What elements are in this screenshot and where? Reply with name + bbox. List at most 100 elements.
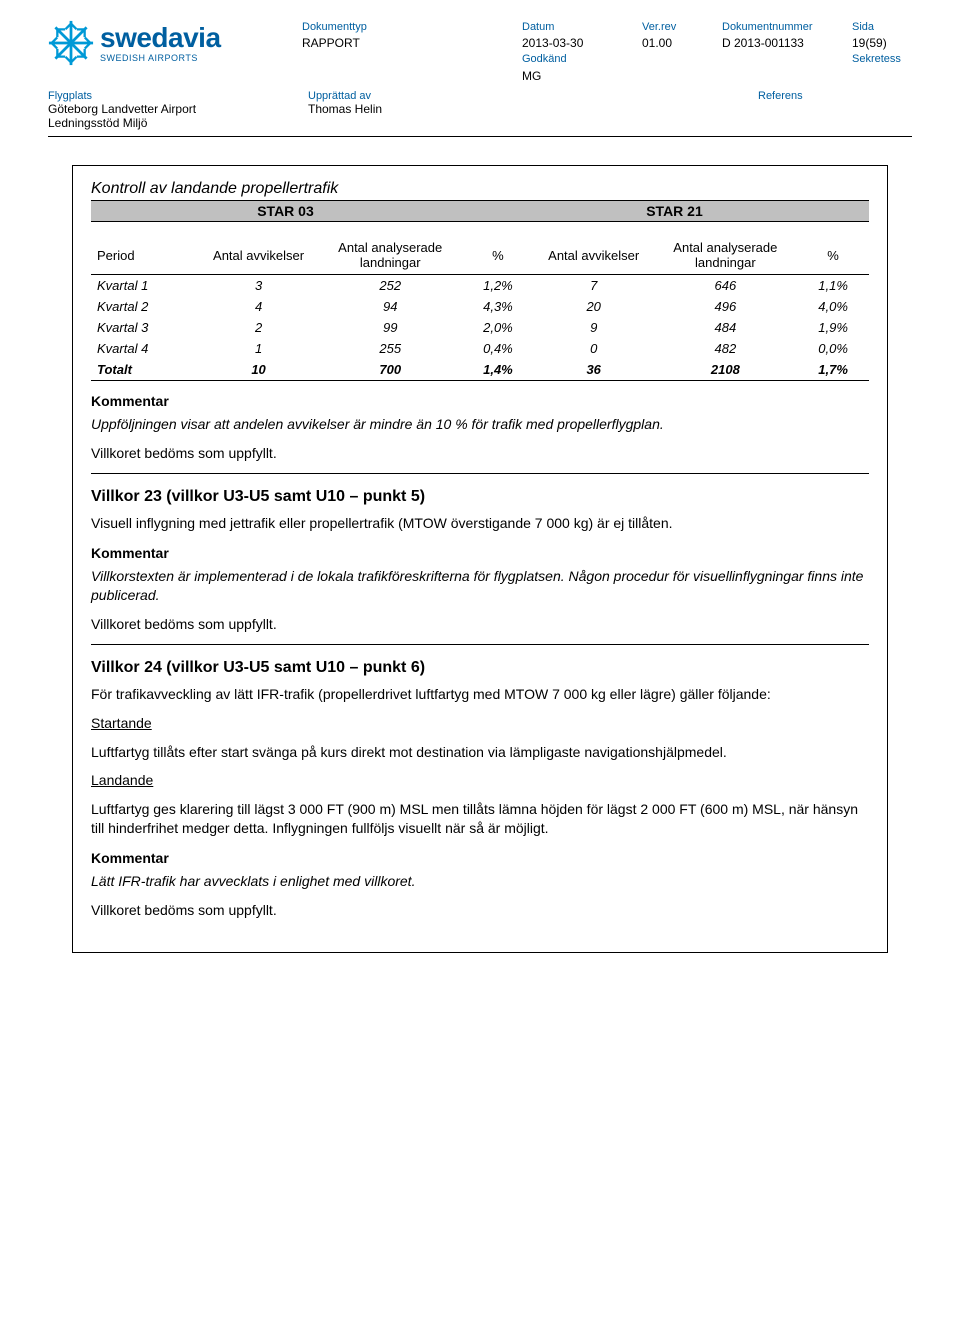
- kommentar-heading-2: Kommentar: [91, 545, 869, 561]
- document-header: swedavia SWEDISH AIRPORTS Dokumenttyp RA…: [48, 20, 912, 84]
- cell: 2: [199, 317, 319, 338]
- star21-label: STAR 21: [480, 201, 869, 221]
- brand-subtitle: SWEDISH AIRPORTS: [100, 54, 221, 63]
- row-label: Kvartal 2: [91, 296, 199, 317]
- upprattad-label: Upprättad av: [308, 90, 758, 102]
- page: swedavia SWEDISH AIRPORTS Dokumenttyp RA…: [0, 0, 960, 993]
- cell: 646: [654, 275, 798, 296]
- cell: 20: [534, 296, 654, 317]
- cell: 1: [199, 338, 319, 359]
- sekretess-label: Sekretess: [852, 52, 904, 67]
- table-header-row: Period Antal avvikelser Antal analyserad…: [91, 236, 869, 275]
- villkor24-intro: För trafikavveckling av lätt IFR-trafik …: [91, 685, 869, 704]
- hdr-landningar-1: Antal analyserade landningar: [318, 236, 462, 275]
- doctype-label: Dokumenttyp: [302, 20, 514, 35]
- cell: 3: [199, 275, 319, 296]
- row-label: Kvartal 4: [91, 338, 199, 359]
- cell: 94: [318, 296, 462, 317]
- cell: 2,0%: [462, 317, 534, 338]
- kommentar-heading-3: Kommentar: [91, 850, 869, 866]
- doctype-value: RAPPORT: [302, 35, 514, 52]
- villkor-uppfyllt-1: Villkoret bedöms som uppfyllt.: [91, 444, 869, 463]
- cell: 482: [654, 338, 798, 359]
- hdr-avvikelser-2: Antal avvikelser: [534, 236, 654, 275]
- hdr-period: Period: [91, 236, 199, 275]
- page-value: 19(59): [852, 35, 904, 52]
- cell: 10: [199, 359, 319, 381]
- table-row: Kvartal 4 1 255 0,4% 0 482 0,0%: [91, 338, 869, 359]
- landande-heading: Landande: [91, 771, 869, 790]
- cell: 2108: [654, 359, 798, 381]
- deviation-table: Period Antal avvikelser Antal analyserad…: [91, 236, 869, 381]
- row-label: Kvartal 1: [91, 275, 199, 296]
- kommentar-heading: Kommentar: [91, 393, 869, 409]
- docnum-value: D 2013-001133: [722, 35, 844, 52]
- cell: 0,0%: [797, 338, 869, 359]
- cell: 4,0%: [797, 296, 869, 317]
- villkor23-body: Visuell inflygning med jettrafik eller p…: [91, 514, 869, 533]
- table-row: Kvartal 3 2 99 2,0% 9 484 1,9%: [91, 317, 869, 338]
- upprattad-value: Thomas Helin: [308, 102, 758, 116]
- ver-value: 01.00: [642, 35, 714, 52]
- villkor-uppfyllt-2: Villkoret bedöms som uppfyllt.: [91, 615, 869, 634]
- cell: 484: [654, 317, 798, 338]
- villkor24-komm: Lätt IFR-trafik har avvecklats i enlighe…: [91, 872, 869, 891]
- startande-body: Luftfartyg tillåts efter start svänga på…: [91, 743, 869, 762]
- docnum-label: Dokumentnummer: [722, 20, 844, 35]
- flygplats-line2: Ledningsstöd Miljö: [48, 116, 308, 130]
- ver-label: Ver.rev: [642, 20, 714, 35]
- star03-label: STAR 03: [91, 201, 480, 221]
- total-label: Totalt: [91, 359, 199, 381]
- referens-label: Referens: [758, 90, 803, 102]
- cell: 1,2%: [462, 275, 534, 296]
- godkand-value: MG: [522, 68, 634, 85]
- godkand-label: Godkänd: [522, 52, 634, 67]
- hdr-landningar-2: Antal analyserade landningar: [654, 236, 798, 275]
- snowflake-icon: [48, 20, 94, 66]
- star-header-row: STAR 03 STAR 21: [91, 200, 869, 222]
- table-total-row: Totalt 10 700 1,4% 36 2108 1,7%: [91, 359, 869, 381]
- cell: 1,4%: [462, 359, 534, 381]
- logo-block: swedavia SWEDISH AIRPORTS: [48, 20, 292, 66]
- logo-text: swedavia SWEDISH AIRPORTS: [100, 24, 221, 63]
- cell: 0,4%: [462, 338, 534, 359]
- brand-name: swedavia: [100, 24, 221, 52]
- villkor23-heading: Villkor 23 (villkor U3-U5 samt U10 – pun…: [91, 488, 869, 506]
- cell: 255: [318, 338, 462, 359]
- cell: 1,1%: [797, 275, 869, 296]
- cell: 4: [199, 296, 319, 317]
- villkor24-section: Villkor 24 (villkor U3-U5 samt U10 – pun…: [91, 644, 869, 920]
- header-rule: [48, 136, 912, 137]
- cell: 252: [318, 275, 462, 296]
- cell: 7: [534, 275, 654, 296]
- villkor23-komm: Villkorstexten är implementerad i de lok…: [91, 567, 869, 605]
- cell: 0: [534, 338, 654, 359]
- cell: 700: [318, 359, 462, 381]
- villkor23-section: Villkor 23 (villkor U3-U5 samt U10 – pun…: [91, 473, 869, 634]
- hdr-percent-2: %: [797, 236, 869, 275]
- cell: 36: [534, 359, 654, 381]
- page-label: Sida: [852, 20, 904, 35]
- hdr-percent-1: %: [462, 236, 534, 275]
- date-label: Datum: [522, 20, 634, 35]
- flygplats-label: Flygplats: [48, 90, 308, 102]
- content-box: Kontroll av landande propellertrafik STA…: [72, 165, 888, 952]
- cell: 1,9%: [797, 317, 869, 338]
- cell: 496: [654, 296, 798, 317]
- table-row: Kvartal 1 3 252 1,2% 7 646 1,1%: [91, 275, 869, 296]
- cell: 9: [534, 317, 654, 338]
- hdr-avvikelser-1: Antal avvikelser: [199, 236, 319, 275]
- villkor-uppfyllt-3: Villkoret bedöms som uppfyllt.: [91, 901, 869, 920]
- table-row: Kvartal 2 4 94 4,3% 20 496 4,0%: [91, 296, 869, 317]
- flygplats-line1: Göteborg Landvetter Airport: [48, 102, 308, 116]
- landande-body: Luftfartyg ges klarering till lägst 3 00…: [91, 800, 869, 838]
- metadata-grid: Dokumenttyp RAPPORT Datum 2013-03-30 Ver…: [302, 20, 912, 84]
- cell: 99: [318, 317, 462, 338]
- startande-heading: Startande: [91, 714, 869, 733]
- villkor24-heading: Villkor 24 (villkor U3-U5 samt U10 – pun…: [91, 659, 869, 677]
- date-value: 2013-03-30: [522, 35, 634, 52]
- row-label: Kvartal 3: [91, 317, 199, 338]
- cell: 1,7%: [797, 359, 869, 381]
- uppfoljning-para: Uppföljningen visar att andelen avvikels…: [91, 415, 869, 434]
- kontroll-title: Kontroll av landande propellertrafik: [91, 180, 869, 198]
